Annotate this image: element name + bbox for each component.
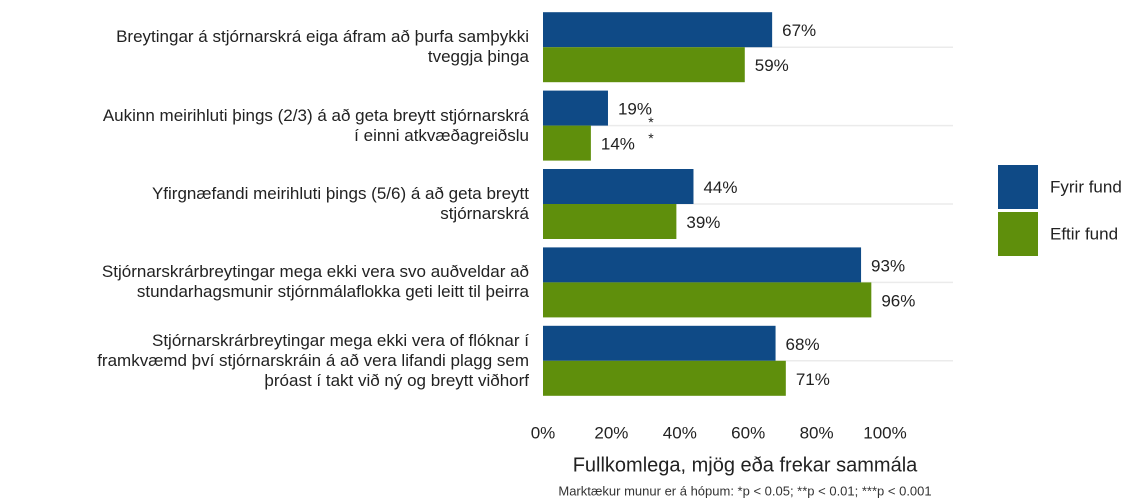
data-label: 93%	[871, 256, 905, 275]
x-tick-label: 40%	[663, 423, 697, 442]
x-tick-label: 60%	[731, 423, 765, 442]
legend-swatch	[998, 212, 1038, 256]
annotation: **	[642, 113, 659, 146]
footnote: Marktækur munur er á hópum: *p < 0.05; *…	[558, 483, 931, 498]
data-label: 71%	[796, 370, 830, 389]
bar	[543, 360, 786, 396]
legend-label: Fyrir fund	[1050, 177, 1122, 196]
bar	[543, 47, 745, 83]
bar	[543, 204, 677, 239]
bar	[543, 282, 872, 318]
bar	[543, 90, 608, 126]
category-label: Aukinn meirihluti þings (2/3) á að geta …	[102, 105, 529, 145]
category-label: Stjórnarskrárbreytingar mega ekki vera o…	[97, 330, 529, 390]
data-label: 19%	[618, 100, 652, 119]
data-label: 67%	[782, 21, 816, 40]
bar	[543, 125, 591, 161]
legend-label: Eftir fund	[1050, 224, 1118, 243]
bar	[543, 325, 776, 361]
x-tick-label: 20%	[594, 423, 628, 442]
data-label: 44%	[703, 178, 737, 197]
x-tick-label: 100%	[863, 423, 906, 442]
data-label: 68%	[786, 335, 820, 354]
bar	[543, 12, 773, 48]
x-axis-title: Fullkomlega, mjög eða frekar sammála	[573, 454, 918, 476]
category-label: Yfirgnæfandi meirihluti þings (5/6) á að…	[151, 184, 529, 223]
data-label: 96%	[881, 291, 915, 310]
bar	[543, 169, 694, 204]
legend-swatch	[998, 165, 1038, 209]
data-label: 14%	[601, 135, 635, 154]
data-label: 39%	[686, 213, 720, 232]
bar	[543, 247, 862, 283]
data-label: 59%	[755, 56, 789, 75]
x-tick-label: 0%	[531, 423, 556, 442]
x-tick-label: 80%	[800, 423, 834, 442]
category-label: Stjórnarskrárbreytingar mega ekki vera s…	[101, 262, 529, 302]
category-label: Breytingar á stjórnarskrá eiga áfram að …	[116, 27, 529, 67]
